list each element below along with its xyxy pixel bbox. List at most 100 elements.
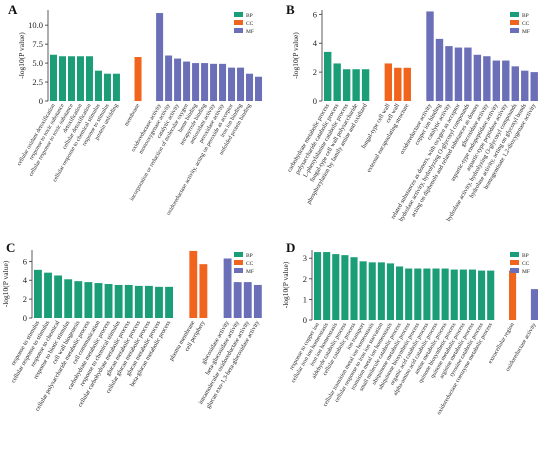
bar-mf: [192, 63, 200, 101]
bar-bp: [350, 257, 358, 320]
y-tick-label: 4: [23, 275, 28, 285]
bar-bp: [423, 268, 431, 320]
bar-bp: [155, 286, 163, 318]
bar-mf: [233, 282, 242, 318]
bar-bp: [352, 69, 360, 101]
legend-swatch-cc: [234, 20, 243, 25]
bar-bp: [74, 281, 83, 318]
bar-bp: [103, 73, 111, 101]
bar-mf: [483, 56, 491, 101]
bar-bp: [84, 282, 93, 318]
y-tick-label: 0: [23, 313, 27, 323]
y-axis-label: -log10(P value): [1, 260, 10, 307]
panel-letter-C: C: [6, 240, 15, 255]
legend-label-mf: MF: [522, 269, 530, 275]
bar-bp: [396, 266, 404, 320]
legend-label-cc: CC: [522, 261, 530, 267]
bar-bp: [85, 56, 93, 101]
bar-cc: [403, 67, 411, 101]
bar-bp: [44, 272, 52, 318]
bar-cc: [394, 67, 402, 101]
bar-bp: [50, 54, 58, 101]
bar-cc: [199, 264, 208, 318]
bar-bp: [368, 262, 376, 320]
bar-mf: [435, 38, 444, 101]
bar-mf: [237, 67, 245, 101]
legend-swatch-mf: [234, 28, 243, 33]
bar-mf: [492, 60, 501, 101]
bar-bp: [405, 268, 413, 320]
y-tick-label: 4: [313, 38, 318, 48]
legend-swatch-cc: [510, 20, 519, 25]
bar-mf: [511, 66, 519, 101]
legend-label-cc: CC: [522, 21, 530, 27]
bar-bp: [134, 285, 143, 318]
y-tick-label: 3: [303, 253, 307, 263]
legend-label-bp: BP: [246, 13, 253, 19]
legend-swatch-bp: [510, 12, 519, 17]
bar-mf: [521, 70, 529, 101]
y-tick-label: 10.0: [28, 20, 43, 30]
bar-bp: [333, 63, 341, 101]
bar-mf: [454, 47, 463, 101]
bar-cc: [134, 57, 142, 101]
y-tick-label: 6: [313, 9, 317, 19]
bar-bp: [487, 270, 495, 320]
bar-bp: [468, 269, 477, 320]
bar-bp: [377, 262, 385, 320]
bar-bp: [478, 270, 486, 320]
bar-mf: [246, 73, 254, 101]
bar-mf: [156, 13, 164, 101]
y-tick-label: 2: [23, 294, 27, 304]
legend-label-bp: BP: [246, 253, 253, 259]
legend-label-cc: CC: [246, 21, 254, 27]
bar-bp: [414, 268, 422, 320]
bar-bp: [165, 286, 174, 318]
bar-mf: [255, 76, 263, 101]
legend-swatch-bp: [510, 252, 519, 257]
bar-bp: [112, 73, 120, 101]
x-tick-label: membrane: [124, 103, 142, 128]
bar-bp: [323, 252, 331, 320]
bar-bp: [359, 261, 367, 320]
bar-cc: [384, 63, 393, 101]
bar-bp: [324, 51, 332, 101]
bar-bp: [67, 56, 75, 101]
bar-bp: [64, 279, 73, 318]
bar-bp: [361, 69, 370, 101]
bar-mf: [228, 67, 236, 101]
bar-mf: [464, 47, 472, 101]
bar-cc: [509, 270, 517, 320]
y-tick-label: 2: [303, 274, 307, 284]
bar-bp: [54, 275, 63, 318]
bar-mf: [165, 55, 173, 101]
bar-bp: [58, 56, 67, 101]
legend-swatch-bp: [234, 252, 243, 257]
bar-bp: [104, 284, 113, 318]
bar-bp: [94, 70, 102, 101]
y-tick-label: 6: [23, 256, 27, 266]
bar-bp: [144, 285, 153, 318]
bar-mf: [530, 289, 538, 320]
legend-label-bp: BP: [522, 13, 529, 19]
bar-mf: [426, 11, 434, 102]
bar-bp: [114, 284, 123, 318]
legend-label-bp: BP: [522, 253, 529, 259]
bar-bp: [341, 255, 349, 320]
legend-swatch-bp: [234, 12, 243, 17]
legend-swatch-cc: [510, 260, 519, 265]
y-tick-label: 1: [303, 294, 307, 304]
bar-mf: [219, 63, 227, 101]
bar-bp: [332, 254, 340, 320]
legend-swatch-mf: [234, 268, 243, 273]
bar-bp: [34, 269, 42, 318]
panel-letter-A: A: [8, 2, 18, 17]
bar-mf: [223, 258, 232, 318]
bar-bp: [76, 56, 84, 101]
bar-bp: [314, 252, 322, 320]
bar-bp: [94, 283, 103, 318]
legend-swatch-mf: [510, 268, 519, 273]
bar-mf: [530, 72, 538, 101]
